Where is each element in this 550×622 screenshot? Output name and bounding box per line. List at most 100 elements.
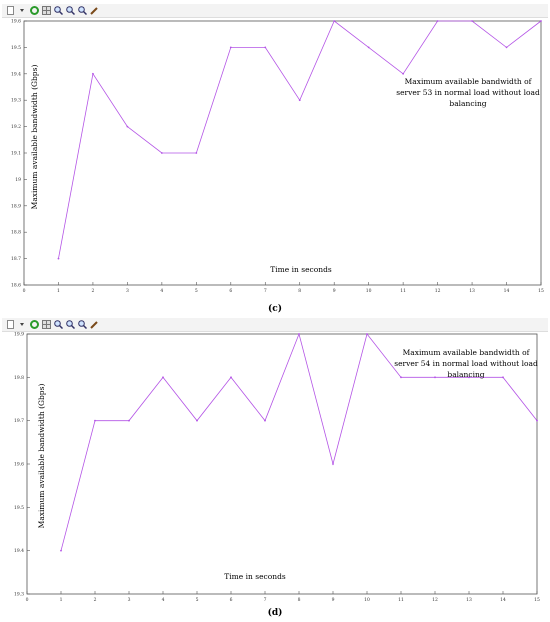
data-point xyxy=(94,419,96,422)
chart-annotation-line: server 54 in normal load without load xyxy=(394,359,538,368)
dropdown-arrow-icon[interactable] xyxy=(18,320,27,329)
y-tick-label: 19.1 xyxy=(11,151,21,157)
data-point xyxy=(366,333,368,335)
data-point xyxy=(332,463,334,465)
y-tick-label: 18.6 xyxy=(11,283,21,289)
x-tick-label: 11 xyxy=(400,288,406,294)
x-tick-label: 6 xyxy=(230,597,233,603)
x-tick-label: 11 xyxy=(398,597,404,603)
data-point xyxy=(196,419,198,422)
y-tick-label: 19 xyxy=(15,177,21,183)
data-point xyxy=(400,376,402,379)
x-tick-label: 7 xyxy=(264,597,267,603)
data-point xyxy=(195,152,198,154)
caption-c: (c) xyxy=(268,304,282,314)
y-tick-label: 19.5 xyxy=(11,45,21,51)
zoom-icon[interactable] xyxy=(54,320,63,329)
y-axis-label: Maximum available bandwidth (Gbps) xyxy=(37,384,46,529)
x-tick-label: 13 xyxy=(469,288,475,294)
y-tick-label: 19.9 xyxy=(14,332,24,338)
data-point xyxy=(333,20,336,22)
plot-frame xyxy=(23,20,542,286)
data-point xyxy=(505,46,508,49)
dropdown-arrow-icon[interactable] xyxy=(18,6,27,15)
y-tick-label: 18.7 xyxy=(11,256,21,262)
x-tick-label: 10 xyxy=(366,288,372,294)
y-tick-label: 19.7 xyxy=(14,418,24,424)
data-point xyxy=(160,152,163,154)
new-document-icon[interactable] xyxy=(6,320,15,329)
y-tick-label: 19.4 xyxy=(11,71,21,77)
x-tick-label: 9 xyxy=(332,597,335,603)
y-tick-label: 19.4 xyxy=(14,548,24,554)
data-point xyxy=(471,20,473,22)
zoom-icon[interactable] xyxy=(54,6,63,15)
x-axis-label: Time in seconds xyxy=(270,265,332,274)
toolbar-top xyxy=(2,4,548,18)
data-point xyxy=(126,125,129,128)
chart-d: 0 1 2 3 4 5 6 7 8 9 10 11 12 13 14 1519.319.419.519.619… xyxy=(14,332,540,604)
grid-icon[interactable] xyxy=(42,6,51,15)
data-point xyxy=(536,419,538,422)
x-tick-label: 0 xyxy=(23,288,26,294)
data-point xyxy=(264,46,267,49)
zoom-out-icon[interactable] xyxy=(78,320,87,329)
x-tick-label: 13 xyxy=(466,597,472,603)
new-document-icon[interactable] xyxy=(6,6,15,15)
y-tick-label: 18.8 xyxy=(11,230,21,236)
x-tick-label: 9 xyxy=(333,288,336,294)
chart-c: 0 1 2 3 4 5 6 7 8 9 10 11 12 13 14 1518.618.718.818.919… xyxy=(11,19,544,295)
x-tick-label: 8 xyxy=(298,597,301,603)
x-tick-label: 4 xyxy=(162,597,165,603)
y-tick-label: 18.9 xyxy=(11,203,21,209)
data-point xyxy=(468,376,470,379)
toolbar-bottom xyxy=(2,318,548,332)
x-tick-label: 8 xyxy=(298,288,301,294)
data-point xyxy=(298,99,301,102)
pencil-icon[interactable] xyxy=(90,6,99,15)
data-point xyxy=(367,46,370,49)
zoom-in-icon[interactable] xyxy=(66,6,75,15)
x-tick-label: 3 xyxy=(128,597,131,603)
x-tick-label: 14 xyxy=(500,597,506,603)
x-tick-label: 0 xyxy=(26,597,29,603)
chart-annotation-line: Maximum available bandwidth of xyxy=(403,348,531,357)
data-point xyxy=(128,419,130,422)
data-point xyxy=(92,72,94,75)
x-tick-label: 10 xyxy=(364,597,370,603)
data-point xyxy=(60,549,62,552)
zoom-out-icon[interactable] xyxy=(78,6,87,15)
data-point xyxy=(162,376,164,379)
data-point xyxy=(264,419,266,422)
data-point xyxy=(434,376,436,379)
chart-annotation-line: balancing xyxy=(447,370,484,379)
data-point xyxy=(540,20,542,22)
x-tick-label: 7 xyxy=(264,288,267,294)
data-point xyxy=(57,257,60,260)
y-axis-label: Maximum available bandwidth (Gbps) xyxy=(30,65,39,210)
x-tick-label: 5 xyxy=(196,597,199,603)
x-tick-label: 3 xyxy=(126,288,129,294)
data-point xyxy=(229,46,232,49)
x-tick-label: 5 xyxy=(195,288,198,294)
x-tick-label: 15 xyxy=(538,288,544,294)
x-tick-label: 14 xyxy=(504,288,510,294)
y-tick-label: 19.2 xyxy=(11,124,21,130)
data-point xyxy=(436,20,439,22)
chart-annotation-line: balancing xyxy=(449,99,486,108)
grid-icon[interactable] xyxy=(42,320,51,329)
x-tick-label: 2 xyxy=(91,288,94,294)
x-tick-label: 4 xyxy=(160,288,163,294)
chart-annotation-line: Maximum available bandwidth of xyxy=(405,77,533,86)
refresh-icon[interactable] xyxy=(30,6,39,15)
pencil-icon[interactable] xyxy=(90,320,99,329)
x-axis-label: Time in seconds xyxy=(224,572,286,581)
y-tick-label: 19.8 xyxy=(14,375,24,381)
y-tick-label: 19.3 xyxy=(11,98,21,104)
zoom-in-icon[interactable] xyxy=(66,320,75,329)
refresh-icon[interactable] xyxy=(30,320,39,329)
caption-d: (d) xyxy=(267,608,283,618)
x-tick-label: 12 xyxy=(432,597,438,603)
x-tick-label: 1 xyxy=(57,288,60,294)
data-point xyxy=(402,72,405,75)
